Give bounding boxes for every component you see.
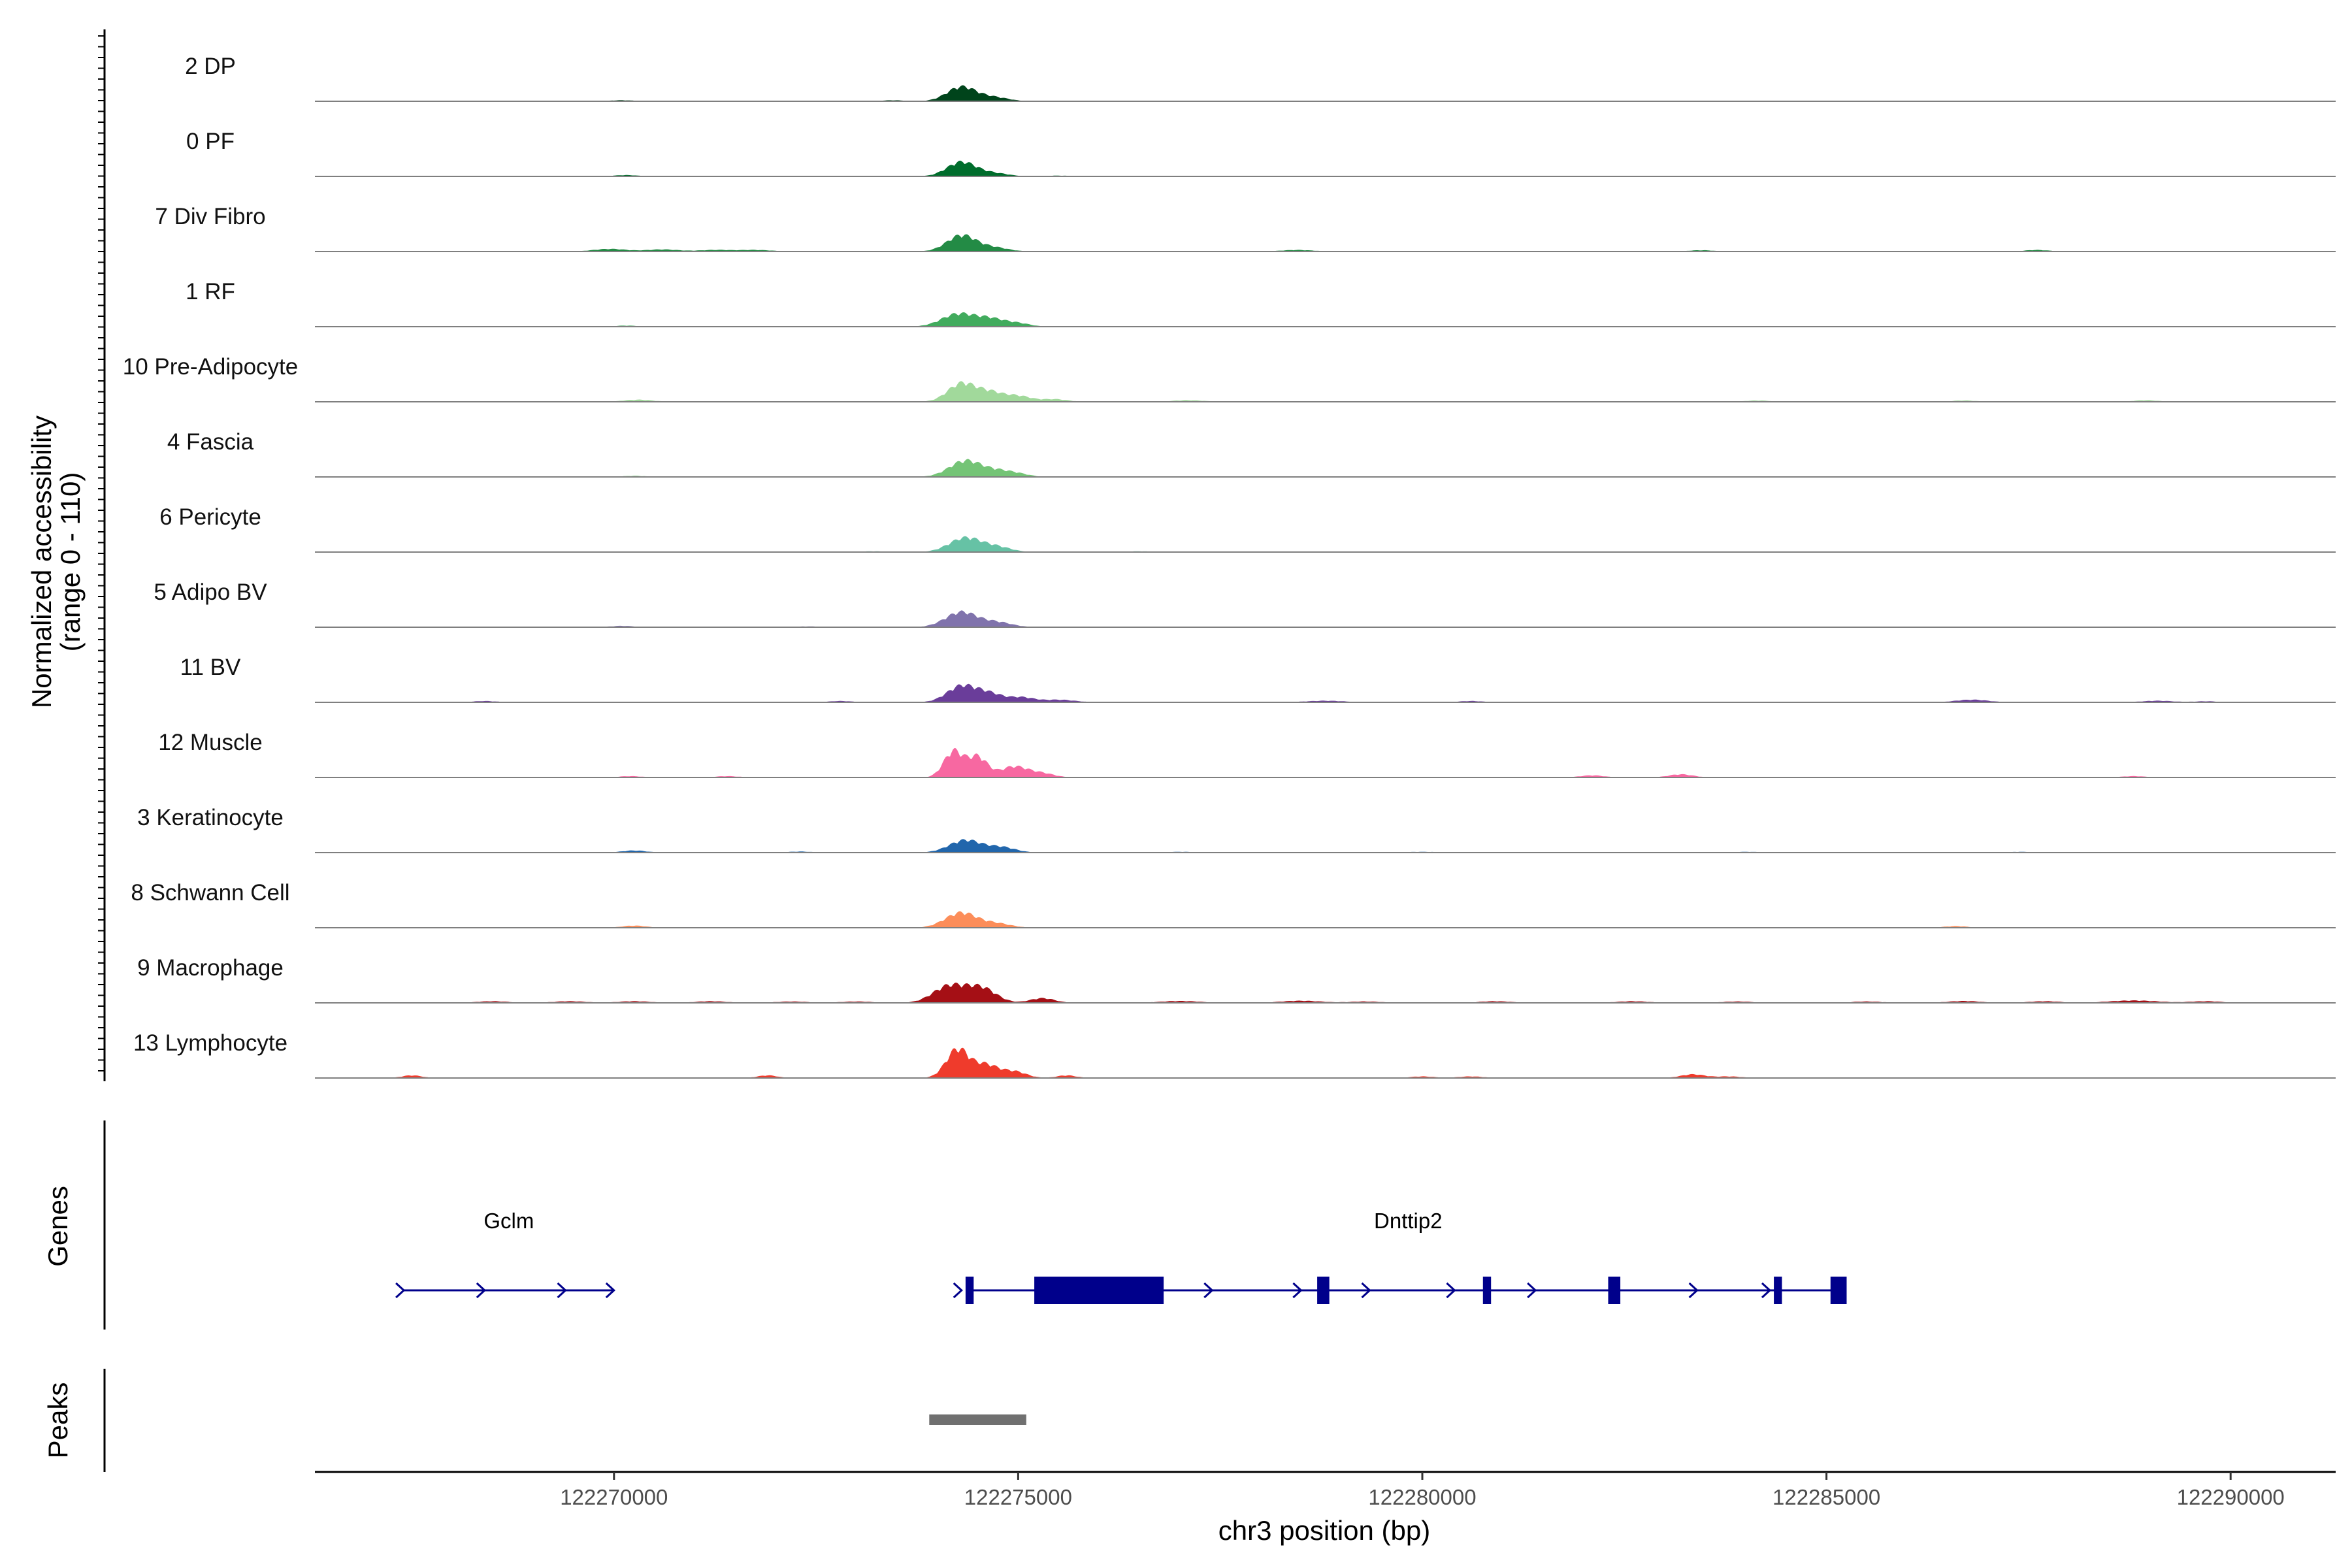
strand-arrow [1203, 1282, 1214, 1299]
coverage-area [315, 459, 2336, 477]
strand-arrow [395, 1282, 406, 1299]
coverage-area [315, 1047, 2336, 1078]
track: 2 DP [185, 54, 2336, 102]
track-label: 9 Macrophage [137, 955, 284, 981]
track: 5 Adipo BV [154, 580, 2336, 628]
coverage-area [315, 911, 2336, 928]
strand-arrow [476, 1282, 487, 1299]
strand-arrow [605, 1282, 615, 1299]
strand-arrow [1292, 1282, 1303, 1299]
x-tick-label: 122285000 [1772, 1485, 1880, 1509]
peak-regions [929, 1414, 1026, 1425]
exon-block [1482, 1277, 1492, 1304]
coverage-area [315, 381, 2336, 402]
x-tick-label: 122290000 [2177, 1485, 2285, 1509]
coverage-area [315, 748, 2336, 777]
coverage-area [315, 85, 2336, 101]
track-label: 12 Muscle [158, 730, 263, 755]
track: 7 Div Fibro [155, 204, 2336, 252]
track-label: 7 Div Fibro [155, 204, 265, 229]
x-tick-label: 122275000 [964, 1485, 1072, 1509]
track-label: 5 Adipo BV [154, 580, 267, 605]
strand-arrow [953, 1282, 963, 1299]
track: 4 Fascia [167, 429, 2336, 478]
track-label: 10 Pre-Adipocyte [123, 354, 298, 380]
gene-model: Gclm [395, 1209, 615, 1299]
gene-name: Gclm [483, 1209, 534, 1233]
strand-arrow [1446, 1282, 1456, 1299]
coverage-area [315, 839, 2336, 853]
x-tick-label: 122280000 [1368, 1485, 1476, 1509]
track-label: 3 Keratinocyte [137, 805, 284, 830]
track: 9 Macrophage [137, 955, 2336, 1004]
exon-block [1034, 1277, 1164, 1304]
exon-block [1317, 1277, 1330, 1304]
gene-name: Dnttip2 [1374, 1209, 1443, 1233]
x-axis-title: chr3 position (bp) [1218, 1515, 1431, 1546]
track: 10 Pre-Adipocyte [123, 354, 2336, 402]
strand-arrow [1527, 1282, 1537, 1299]
exon-block [1830, 1277, 1847, 1304]
strand-arrow [557, 1282, 567, 1299]
track: 3 Keratinocyte [137, 805, 2336, 853]
track-label: 11 BV [180, 655, 241, 680]
peaks-panel-title: Peaks [42, 1382, 73, 1459]
coverage-area [315, 536, 2336, 552]
coverage-tracks: 2 DP 0 PF 7 Div Fibro 1 RF 10 Pre-Adipocyte 4… [123, 54, 2336, 1079]
track-label: 4 Fascia [167, 429, 254, 455]
strand-arrow [1688, 1282, 1699, 1299]
genes-panel: Genes Gclm Dnttip2 [42, 1120, 1847, 1330]
track-label: 6 Pericyte [159, 504, 261, 530]
track: 12 Muscle [158, 730, 2336, 778]
track: 0 PF [186, 129, 2336, 177]
track: 11 BV [180, 655, 2336, 703]
x-tick-label: 122270000 [560, 1485, 668, 1509]
strand-arrow [1761, 1282, 1772, 1299]
track-label: 8 Schwann Cell [131, 880, 289, 906]
coverage-area [315, 234, 2336, 252]
coverage-area [315, 610, 2336, 627]
x-axis: chr3 position (bp) 122270000 122275000 122… [315, 1471, 2336, 1546]
y-axis-title: Normalized accessibility (range 0 - 110) [26, 416, 86, 708]
track: 1 RF [186, 279, 2336, 327]
track-label: 1 RF [186, 279, 235, 304]
coverage-area [315, 982, 2336, 1003]
track-label: 2 DP [185, 54, 236, 79]
y-axis-title-line1: Normalized accessibility [26, 416, 57, 708]
strand-arrow [1361, 1282, 1371, 1299]
coverage-area [315, 683, 2336, 702]
track: 8 Schwann Cell [131, 880, 2336, 928]
y-axis-spine [98, 29, 106, 1081]
exon-block [1608, 1277, 1621, 1304]
track: 6 Pericyte [159, 504, 2336, 553]
peaks-panel: Peaks [42, 1369, 1026, 1472]
coverage-area [315, 160, 2336, 176]
exon-block [965, 1277, 974, 1304]
track-label: 13 Lymphocyte [133, 1030, 287, 1056]
exon-block [1774, 1277, 1782, 1304]
genes-panel-title: Genes [42, 1186, 73, 1267]
y-axis-title-line2: (range 0 - 110) [55, 472, 86, 652]
peak-region [929, 1414, 1026, 1425]
gene-model: Dnttip2 [953, 1209, 1847, 1304]
track: 13 Lymphocyte [133, 1030, 2336, 1079]
track-label: 0 PF [186, 129, 235, 154]
gene-models: Gclm Dnttip2 [395, 1209, 1847, 1304]
coverage-area [315, 312, 2336, 327]
